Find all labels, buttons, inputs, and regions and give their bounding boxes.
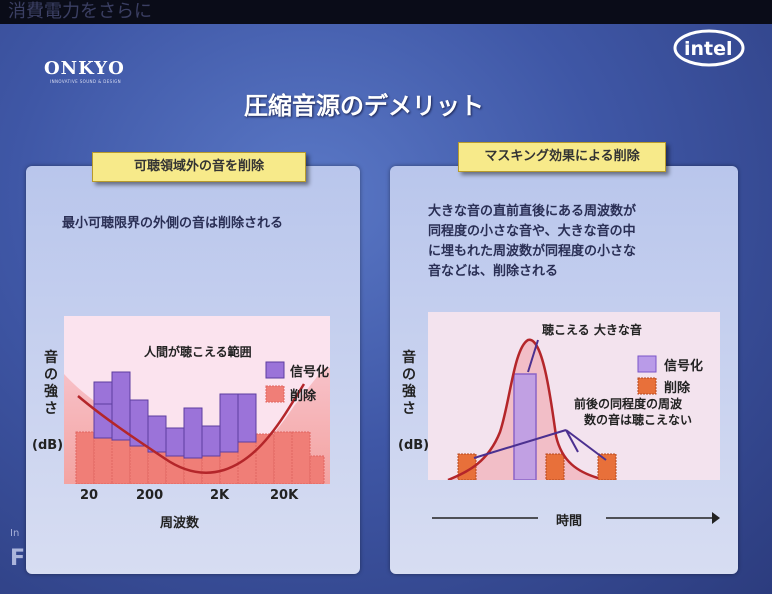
right-legend-delete-swatch bbox=[637, 377, 657, 395]
left-chart: 人間が聴こえる範囲 信号化 削除 bbox=[64, 316, 330, 484]
left-threshold-curve bbox=[77, 383, 306, 474]
right-description-line: 音などは、削除される bbox=[428, 264, 559, 279]
right-pointer-loud bbox=[527, 339, 539, 373]
left-deleted-bar bbox=[291, 431, 311, 484]
slide-title: 圧縮音源のデメリット bbox=[244, 92, 484, 120]
left-description: 最小可聴限界の外側の音は削除される bbox=[62, 216, 284, 231]
right-annotation-masked-2: 数の音は聴こえない bbox=[584, 412, 692, 427]
slide: ONKYO INNOVATIVE SOUND & DESIGN intel 圧縮… bbox=[0, 24, 772, 594]
footer-mark: F bbox=[10, 546, 26, 571]
right-pointer-masked bbox=[565, 429, 607, 461]
right-signal-bar bbox=[513, 373, 537, 480]
left-deleted-bar bbox=[111, 439, 131, 484]
right-description-line: に埋もれた周波数が同程度の小さな bbox=[428, 244, 637, 259]
right-description-line: 大きな音の直前直後にある周波数が bbox=[428, 204, 637, 219]
left-signal-bar bbox=[201, 425, 221, 457]
right-deleted-bar bbox=[545, 453, 565, 480]
right-mask-curve bbox=[447, 338, 599, 480]
left-deleted-bar bbox=[75, 431, 95, 484]
left-deleted-bar bbox=[309, 455, 325, 484]
left-legend-delete-label: 削除 bbox=[290, 388, 317, 404]
right-description: 大きな音の直前直後にある周波数が 同程度の小さな音や、大きな音の中 に埋もれた周… bbox=[428, 202, 718, 282]
right-chart-bg bbox=[428, 312, 720, 480]
left-legend-signal-swatch bbox=[265, 361, 285, 379]
left-yunit: (dB) bbox=[32, 438, 64, 453]
right-annotation-loud: 聴こえる 大きな音 bbox=[542, 322, 642, 337]
right-yunit: (dB) bbox=[398, 438, 430, 453]
left-xtick: 2K bbox=[210, 488, 230, 503]
left-deleted-bar bbox=[129, 445, 149, 484]
left-signal-bar bbox=[219, 393, 239, 453]
top-banner: 消費電力をさらに bbox=[0, 0, 772, 24]
right-legend-signal-swatch bbox=[637, 355, 657, 373]
left-xtick: 200 bbox=[136, 488, 164, 503]
left-ylabel: 音の強さ bbox=[44, 350, 58, 417]
onkyo-tagline: INNOVATIVE SOUND & DESIGN bbox=[50, 79, 122, 84]
right-panel-label: マスキング効果による削除 bbox=[458, 142, 666, 172]
left-deleted-bar bbox=[201, 455, 221, 484]
left-signal-bar bbox=[165, 427, 185, 457]
left-xlabel: 周波数 bbox=[160, 516, 200, 531]
right-deleted-bar bbox=[597, 453, 617, 480]
right-ylabel: 音の強さ bbox=[402, 350, 416, 417]
left-legend-delete-swatch bbox=[265, 385, 285, 403]
intel-logo-text: intel bbox=[684, 38, 733, 60]
left-panel-label: 可聴領域外の音を削除 bbox=[92, 152, 306, 182]
right-annotation-masked-1: 前後の同程度の周波 bbox=[574, 396, 683, 411]
right-xlabel: 時間 bbox=[556, 514, 583, 529]
intel-logo: intel bbox=[673, 29, 745, 67]
left-xtick: 20K bbox=[270, 488, 299, 503]
left-signal-bar bbox=[129, 399, 149, 447]
left-signal-bar bbox=[147, 415, 167, 453]
right-description-line: 同程度の小さな音や、大きな音の中 bbox=[428, 224, 636, 239]
right-chart: 聴こえる 大きな音 前後の同程度の周波 数の音は聴こえない 信号化 削除 bbox=[428, 312, 720, 480]
right-pointer-masked bbox=[473, 429, 567, 459]
left-signal-bar bbox=[183, 407, 203, 459]
left-legend-signal-label: 信号化 bbox=[290, 364, 329, 380]
footer-mark-top: In bbox=[10, 528, 20, 539]
right-legend-delete-label: 削除 bbox=[664, 380, 691, 396]
left-xtick: 20 bbox=[80, 488, 99, 503]
left-deleted-bar bbox=[273, 431, 293, 484]
right-pointer-masked bbox=[565, 429, 579, 453]
right-time-arrow bbox=[432, 512, 720, 524]
right-legend-signal-label: 信号化 bbox=[664, 358, 703, 374]
left-deleted-bar bbox=[93, 435, 113, 484]
onkyo-logo: ONKYO bbox=[44, 58, 125, 79]
left-chart-inside-title: 人間が聴こえる範囲 bbox=[144, 344, 252, 359]
left-signal-bar bbox=[237, 393, 257, 443]
